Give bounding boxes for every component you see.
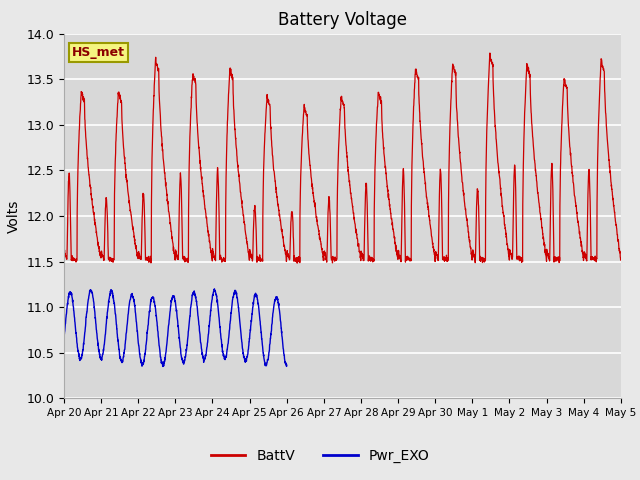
BattV: [617, 257, 625, 263]
Pwr_EXO: [135, 346, 143, 351]
BattV: [298, 144, 306, 149]
Pwr_EXO: [157, 354, 164, 360]
BattV: [293, 260, 301, 266]
BattV: [124, 185, 131, 191]
BattV: [486, 50, 493, 56]
Title: Battery Voltage: Battery Voltage: [278, 11, 407, 29]
Pwr_EXO: [182, 350, 189, 356]
Y-axis label: Volts: Volts: [7, 199, 21, 233]
Pwr_EXO: [283, 362, 291, 368]
Pwr_EXO: [159, 363, 166, 369]
Pwr_EXO: [90, 299, 97, 304]
BattV: [60, 246, 68, 252]
Pwr_EXO: [60, 334, 68, 339]
BattV: [157, 119, 164, 124]
Line: BattV: BattV: [64, 53, 621, 263]
BattV: [606, 168, 614, 174]
Legend: BattV, Pwr_EXO: BattV, Pwr_EXO: [205, 443, 435, 468]
BattV: [547, 219, 554, 225]
Pwr_EXO: [177, 353, 185, 359]
BattV: [274, 199, 282, 204]
Text: HS_met: HS_met: [72, 47, 125, 60]
Pwr_EXO: [98, 357, 106, 362]
Pwr_EXO: [211, 286, 218, 292]
Line: Pwr_EXO: Pwr_EXO: [64, 289, 287, 366]
